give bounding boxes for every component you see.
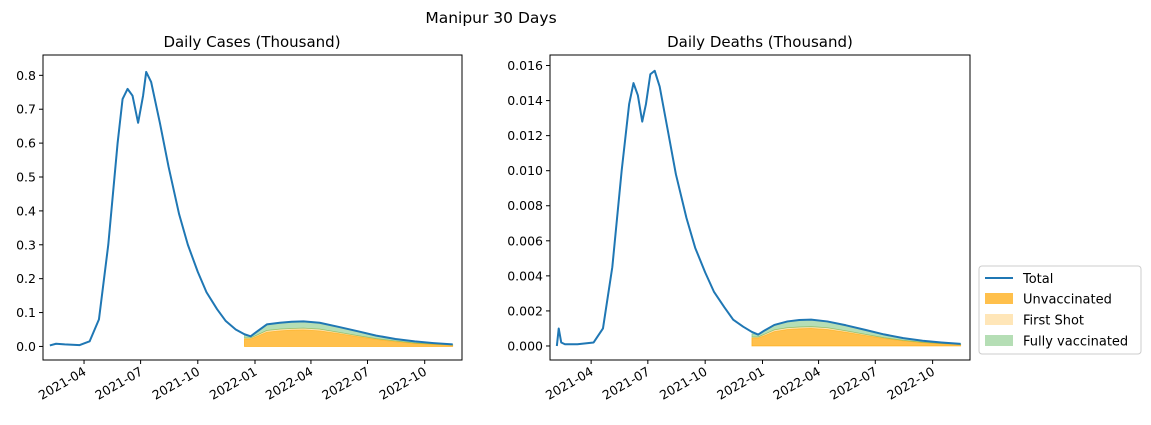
right-ytick-label: 0.014 (507, 93, 543, 108)
left-ytick-label: 0.8 (16, 68, 36, 83)
left-ytick-label: 0.6 (16, 136, 36, 151)
left-chart-title: Daily Cases (Thousand) (163, 33, 340, 51)
legend-swatch-fully-vaccinated (985, 335, 1013, 346)
legend-swatch-first-shot (985, 314, 1013, 325)
left-line-total (49, 70, 453, 347)
right-ytick-label: 0.002 (507, 303, 543, 318)
legend-box (978, 265, 1142, 355)
right-ytick-label: 0.000 (507, 338, 543, 353)
right-ytick-label: 0.004 (507, 268, 543, 283)
right-line-total (555, 69, 961, 347)
right-ytick-label: 0.010 (507, 163, 543, 178)
legend-entry-fully-vaccinated: Fully vaccinated (985, 335, 1128, 350)
right-axes-frame (549, 54, 971, 361)
left-ytick-label: 0.7 (16, 102, 36, 117)
right-ytick-label: 0.008 (507, 198, 543, 213)
legend-entry-total: Total (985, 272, 1053, 287)
legend: Total Unvaccinated First Shot Fully vacc… (978, 265, 1142, 355)
right-ytick-label: 0.006 (507, 233, 543, 248)
left-ytick-label: 0.2 (16, 271, 36, 286)
legend-swatch-unvaccinated (985, 293, 1013, 304)
legend-entry-unvaccinated: Unvaccinated (985, 293, 1112, 308)
left-area-first-shot (244, 327, 454, 346)
right-area-unvaccinated (751, 328, 962, 347)
legend-label-fully-vaccinated: Fully vaccinated (1023, 335, 1128, 350)
right-area-first-shot (751, 326, 962, 345)
right-ytick-label: 0.012 (507, 128, 543, 143)
legend-label-first-shot: First Shot (1023, 314, 1084, 329)
left-ytick-label: 0.5 (16, 170, 36, 185)
right-ytick-label: 0.016 (507, 58, 543, 73)
legend-entry-first-shot: First Shot (985, 314, 1084, 329)
left-ytick-label: 0.4 (16, 203, 36, 218)
right-chart-title: Daily Deaths (Thousand) (667, 33, 853, 51)
left-ytick-label: 0.1 (16, 305, 36, 320)
left-area-unvaccinated (244, 329, 454, 347)
legend-label-unvaccinated: Unvaccinated (1023, 293, 1112, 308)
legend-label-total: Total (1022, 272, 1053, 287)
left-ytick-label: 0.3 (16, 237, 36, 252)
left-ytick-label: 0.0 (16, 339, 36, 354)
left-axes-frame (42, 54, 463, 361)
figure-suptitle: Manipur 30 Days (425, 9, 556, 27)
